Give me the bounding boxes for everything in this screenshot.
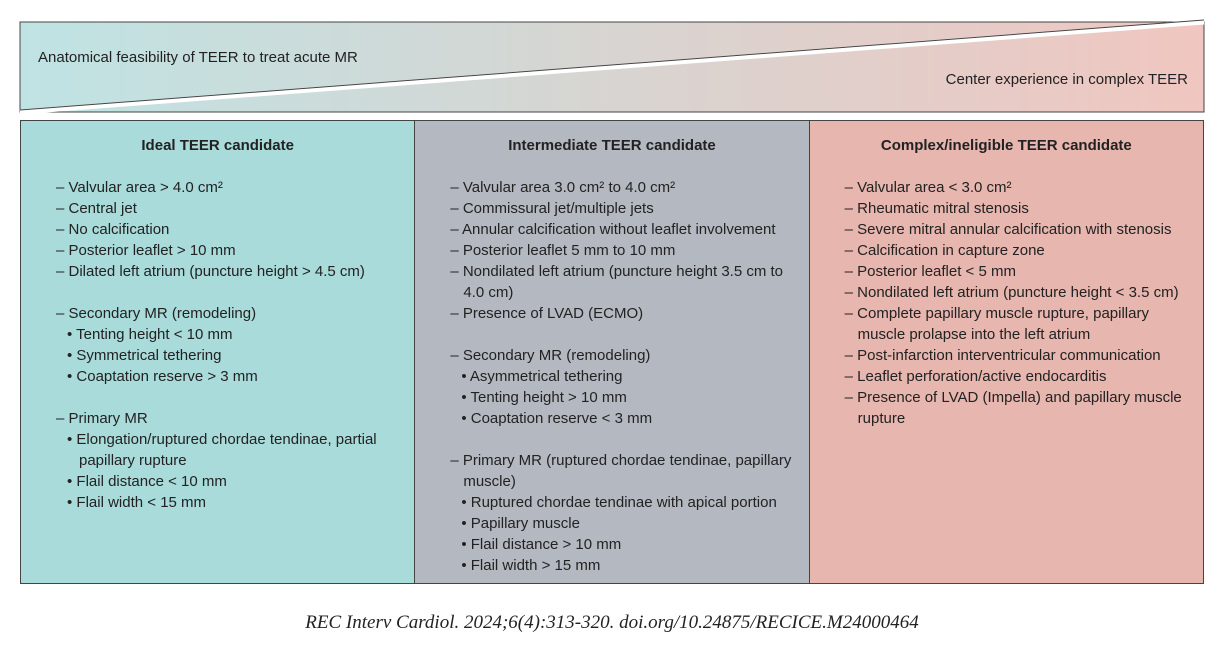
banner: [19, 19, 1205, 115]
list-item: – Valvular area < 3.0 cm²: [844, 179, 1012, 196]
list-item: – Valvular area > 4.0 cm²: [56, 179, 223, 196]
list-item: – Presence of LVAD (ECMO): [450, 305, 644, 322]
list-item: – Valvular area 3.0 cm² to 4.0 cm²: [450, 179, 676, 196]
list-item: – Leaflet perforation/active endocarditi…: [844, 368, 1107, 385]
list-item: – Posterior leaflet > 10 mm: [56, 242, 236, 259]
list-item: • Flail distance > 10 mm: [461, 536, 622, 553]
column-title: Complex/ineligible TEER candidate: [880, 137, 1132, 154]
list-item: – Calcification in capture zone: [844, 242, 1045, 259]
item-group: – Primary MR • Elongation/ruptured chorda…: [56, 408, 406, 513]
list-item: • Flail width > 15 mm: [461, 557, 601, 574]
list-item: – Posterior leaflet 5 mm to 10 mm: [450, 242, 676, 259]
item-group: – Primary MR (ruptured chordae tendinae,…: [450, 450, 800, 576]
list-item: – Nondilated left atrium (puncture heigh…: [450, 263, 784, 301]
list-item: • Asymmetrical tethering: [461, 368, 623, 385]
citation: REC Interv Cardiol. 2024;6(4):313-320. d…: [305, 612, 919, 633]
list-item: – Commissural jet/multiple jets: [450, 200, 654, 217]
list-item: • Symmetrical tethering: [67, 347, 222, 364]
list-item: – No calcification: [56, 221, 170, 238]
list-item: – Presence of LVAD (Impella) and papilla…: [844, 389, 1182, 427]
banner-right: Center experience in complex TEER: [945, 71, 1188, 88]
list-item: – Dilated left atrium (puncture height >…: [56, 263, 365, 280]
item-group: – Valvular area > 4.0 cm² – Central jet – …: [56, 177, 406, 282]
column: Intermediate TEER candidate – Valvular ar…: [415, 121, 810, 583]
column: Complex/ineligible TEER candidate – Valvu…: [809, 121, 1203, 583]
divider: [19, 19, 1205, 115]
list-item: • Papillary muscle: [461, 515, 580, 532]
item-group: – Secondary MR (remodeling) • Asymmetrica…: [450, 345, 800, 429]
list-item: – Complete papillary muscle rupture, pap…: [844, 305, 1149, 343]
item-group: – Secondary MR (remodeling) • Tenting hei…: [56, 303, 406, 387]
diagonal: [19, 19, 1205, 111]
list-item: • Coaptation reserve < 3 mm: [461, 410, 653, 427]
banner-left: Anatomical feasibility of TEER to treat …: [38, 49, 358, 66]
list-item: – Primary MR: [56, 410, 148, 427]
item-group: – Valvular area < 3.0 cm² – Rheumatic mit…: [845, 177, 1195, 429]
list-item: – Severe mitral annular calcification wi…: [844, 221, 1172, 238]
list-item: • Elongation/ruptured chordae tendinae, …: [67, 431, 377, 469]
list-item: – Nondilated left atrium (puncture heigh…: [844, 284, 1179, 301]
item-group: – Valvular area 3.0 cm² to 4.0 cm² – Comm…: [450, 177, 800, 324]
list-item: • Coaptation reserve > 3 mm: [67, 368, 258, 385]
list-item: – Posterior leaflet < 5 mm: [844, 263, 1016, 280]
column: Ideal TEER candidate – Valvular area > 4.…: [21, 121, 416, 583]
list-item: – Post-infarction interventricular commu…: [844, 347, 1161, 364]
list-item: – Primary MR (ruptured chordae tendinae,…: [450, 452, 792, 490]
column-title: Intermediate TEER candidate: [508, 137, 716, 154]
list-item: • Flail width < 15 mm: [67, 494, 207, 511]
list-item: – Secondary MR (remodeling): [56, 305, 257, 322]
list-item: • Ruptured chordae tendinae with apical …: [461, 494, 777, 511]
list-item: • Tenting height < 10 mm: [67, 326, 233, 343]
table: Ideal TEER candidate – Valvular area > 4.…: [20, 120, 1204, 584]
list-item: – Central jet: [56, 200, 137, 217]
list-item: – Rheumatic mitral stenosis: [844, 200, 1029, 217]
list-item: • Tenting height > 10 mm: [461, 389, 627, 406]
list-item: • Flail distance < 10 mm: [67, 473, 227, 490]
list-item: – Secondary MR (remodeling): [450, 347, 651, 364]
list-item: – Annular calcification without leaflet …: [450, 221, 776, 238]
column-title: Ideal TEER candidate: [141, 137, 294, 154]
